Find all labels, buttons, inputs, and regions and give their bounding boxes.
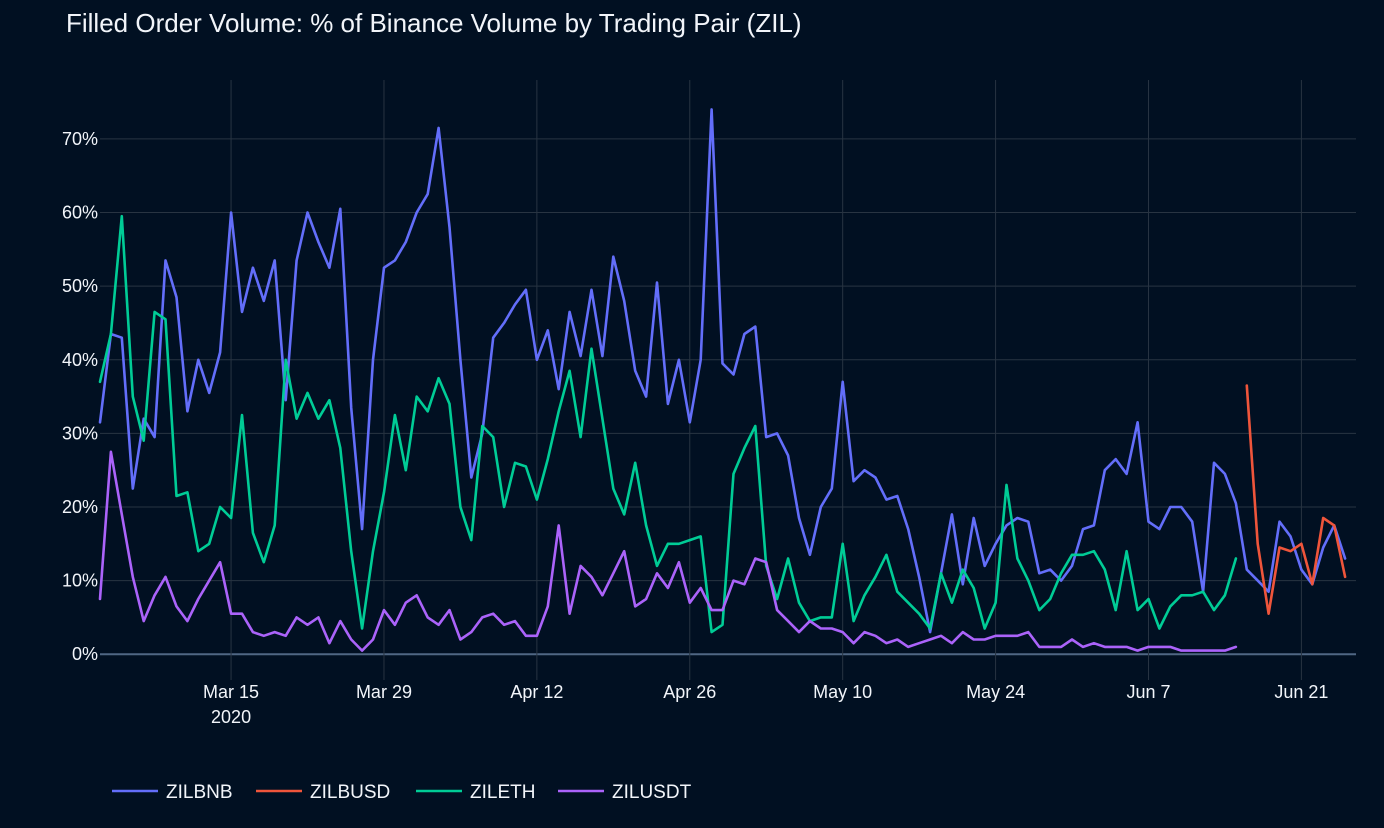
legend-item-zilusdt[interactable]: ZILUSDT (558, 782, 692, 803)
grid-layer (100, 80, 1356, 680)
y-tick-label: 60% (62, 203, 98, 223)
axis-layer: 0% 10% 20% 30% 40% 50% 60% 70% Mar 15 2020 Mar 29 A… (62, 129, 1328, 727)
chart-title: Filled Order Volume: % of Binance Volume… (66, 8, 802, 38)
y-tick-label: 20% (62, 497, 98, 517)
series-line-zilusdt (98, 450, 1238, 652)
x-tick-label: Mar 15 (203, 682, 259, 702)
x-tick-sublabel: 2020 (211, 707, 251, 727)
legend: ZILBNB ZILBUSD ZILETH ZILUSDT (112, 782, 692, 803)
x-tick-label: Jun 21 (1274, 682, 1328, 702)
legend-item-zilbnb[interactable]: ZILBNB (112, 782, 233, 803)
y-tick-label: 30% (62, 423, 98, 443)
y-tick-label: 10% (62, 571, 98, 591)
y-tick-label: 70% (62, 129, 98, 149)
y-tick-label: 50% (62, 276, 98, 296)
y-tick-label: 0% (72, 644, 98, 664)
series-line-zileth (98, 214, 1238, 634)
x-tick-label: Jun 7 (1126, 682, 1170, 702)
series-line-zilbusd (1245, 384, 1347, 616)
x-tick-label: Apr 26 (663, 682, 716, 702)
legend-item-zilbusd[interactable]: ZILBUSD (256, 782, 390, 803)
y-tick-label: 40% (62, 350, 98, 370)
legend-label: ZILUSDT (612, 782, 692, 803)
x-tick-label: May 10 (813, 682, 872, 702)
x-tick-label: May 24 (966, 682, 1025, 702)
legend-label: ZILBNB (166, 782, 233, 803)
legend-item-zileth[interactable]: ZILETH (416, 782, 535, 803)
series-line-zilbnb (98, 108, 1347, 634)
legend-label: ZILBUSD (310, 782, 390, 803)
x-tick-label: Apr 12 (510, 682, 563, 702)
x-tick-label: Mar 29 (356, 682, 412, 702)
legend-label: ZILETH (470, 782, 535, 803)
series-layer (98, 108, 1347, 652)
